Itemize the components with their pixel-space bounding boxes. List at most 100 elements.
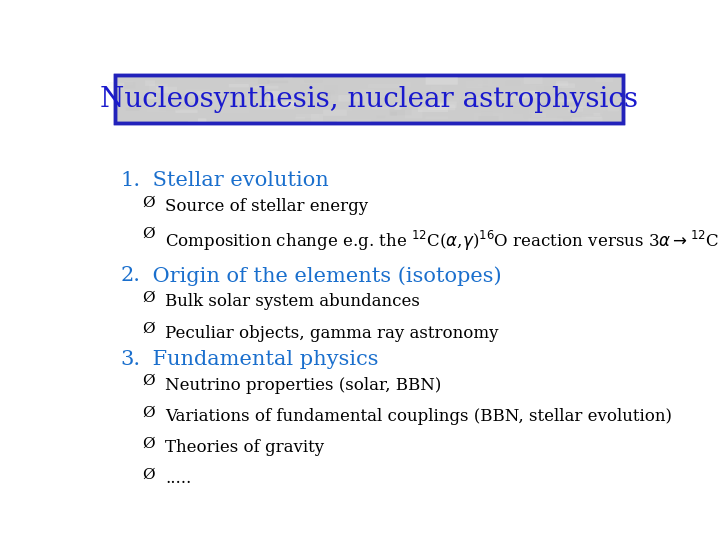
FancyBboxPatch shape: [399, 82, 411, 87]
FancyBboxPatch shape: [495, 85, 527, 92]
FancyBboxPatch shape: [305, 79, 323, 83]
FancyBboxPatch shape: [528, 93, 559, 98]
FancyBboxPatch shape: [372, 106, 402, 110]
Text: 3.: 3.: [121, 349, 141, 369]
FancyBboxPatch shape: [117, 83, 124, 89]
FancyBboxPatch shape: [557, 116, 585, 119]
FancyBboxPatch shape: [235, 97, 247, 99]
FancyBboxPatch shape: [284, 77, 292, 79]
Text: Ø: Ø: [143, 291, 155, 305]
FancyBboxPatch shape: [176, 103, 199, 111]
Text: Ø: Ø: [143, 322, 155, 336]
FancyBboxPatch shape: [540, 104, 572, 110]
Text: .....: .....: [166, 470, 192, 487]
FancyBboxPatch shape: [480, 99, 498, 106]
FancyBboxPatch shape: [268, 91, 280, 99]
Text: 1.: 1.: [121, 171, 141, 190]
FancyBboxPatch shape: [206, 98, 232, 105]
FancyBboxPatch shape: [188, 116, 210, 123]
FancyBboxPatch shape: [377, 115, 385, 119]
Text: Ø: Ø: [143, 406, 155, 420]
FancyBboxPatch shape: [145, 80, 155, 86]
FancyBboxPatch shape: [253, 86, 279, 89]
Text: Variations of fundamental couplings (BBN, stellar evolution): Variations of fundamental couplings (BBN…: [166, 408, 672, 425]
FancyBboxPatch shape: [261, 102, 294, 109]
FancyBboxPatch shape: [292, 80, 321, 83]
FancyBboxPatch shape: [474, 114, 495, 120]
FancyBboxPatch shape: [593, 113, 600, 116]
FancyBboxPatch shape: [438, 102, 456, 108]
FancyBboxPatch shape: [188, 102, 195, 106]
FancyBboxPatch shape: [431, 104, 447, 106]
Text: Ø: Ø: [143, 436, 155, 450]
FancyBboxPatch shape: [337, 119, 372, 122]
FancyBboxPatch shape: [567, 102, 591, 107]
FancyBboxPatch shape: [428, 105, 455, 110]
FancyBboxPatch shape: [513, 106, 528, 113]
FancyBboxPatch shape: [469, 84, 496, 86]
FancyBboxPatch shape: [523, 77, 543, 84]
FancyBboxPatch shape: [466, 97, 495, 100]
FancyBboxPatch shape: [198, 118, 207, 122]
Text: Nucleosynthesis, nuclear astrophysics: Nucleosynthesis, nuclear astrophysics: [100, 86, 638, 113]
FancyBboxPatch shape: [505, 81, 520, 86]
Text: Ø: Ø: [143, 468, 155, 482]
Text: Neutrino properties (solar, BBN): Neutrino properties (solar, BBN): [166, 377, 441, 394]
FancyBboxPatch shape: [568, 106, 583, 112]
FancyBboxPatch shape: [405, 110, 423, 118]
FancyBboxPatch shape: [318, 92, 330, 100]
FancyBboxPatch shape: [579, 99, 591, 103]
FancyBboxPatch shape: [595, 85, 625, 89]
FancyBboxPatch shape: [115, 75, 623, 123]
FancyBboxPatch shape: [546, 104, 575, 110]
FancyBboxPatch shape: [528, 118, 563, 124]
FancyBboxPatch shape: [328, 96, 341, 101]
Text: Ø: Ø: [143, 227, 155, 240]
FancyBboxPatch shape: [146, 106, 166, 112]
FancyBboxPatch shape: [318, 91, 334, 94]
FancyBboxPatch shape: [478, 116, 499, 123]
FancyBboxPatch shape: [177, 78, 198, 80]
FancyBboxPatch shape: [590, 100, 600, 106]
FancyBboxPatch shape: [368, 84, 402, 88]
FancyBboxPatch shape: [467, 80, 482, 89]
FancyBboxPatch shape: [454, 100, 480, 106]
FancyBboxPatch shape: [557, 99, 575, 102]
FancyBboxPatch shape: [474, 79, 492, 85]
FancyBboxPatch shape: [594, 108, 606, 111]
FancyBboxPatch shape: [338, 95, 361, 102]
FancyBboxPatch shape: [523, 114, 540, 118]
Text: Theories of gravity: Theories of gravity: [166, 439, 325, 456]
FancyBboxPatch shape: [537, 86, 562, 94]
FancyBboxPatch shape: [390, 107, 412, 115]
FancyBboxPatch shape: [538, 99, 570, 105]
FancyBboxPatch shape: [195, 97, 207, 102]
FancyBboxPatch shape: [529, 84, 544, 90]
FancyBboxPatch shape: [608, 106, 618, 111]
FancyBboxPatch shape: [108, 82, 135, 89]
FancyBboxPatch shape: [390, 112, 397, 116]
FancyBboxPatch shape: [190, 90, 197, 94]
FancyBboxPatch shape: [556, 81, 568, 86]
FancyBboxPatch shape: [481, 112, 492, 116]
FancyBboxPatch shape: [468, 79, 487, 86]
FancyBboxPatch shape: [267, 80, 288, 83]
Text: Fundamental physics: Fundamental physics: [145, 349, 378, 369]
FancyBboxPatch shape: [346, 106, 352, 112]
FancyBboxPatch shape: [258, 79, 270, 84]
Text: Peculiar objects, gamma ray astronomy: Peculiar objects, gamma ray astronomy: [166, 325, 499, 342]
FancyBboxPatch shape: [197, 91, 222, 95]
FancyBboxPatch shape: [375, 90, 400, 98]
Text: Stellar evolution: Stellar evolution: [145, 171, 328, 190]
FancyBboxPatch shape: [120, 89, 130, 94]
FancyBboxPatch shape: [426, 117, 448, 119]
Text: Ø: Ø: [143, 195, 155, 210]
FancyBboxPatch shape: [284, 105, 299, 109]
FancyBboxPatch shape: [531, 113, 546, 118]
FancyBboxPatch shape: [229, 84, 249, 87]
FancyBboxPatch shape: [311, 114, 323, 122]
FancyBboxPatch shape: [474, 112, 503, 120]
Text: Composition change e.g. the $^{12}$C($\alpha$,$\gamma$)$^{16}$O reaction versus : Composition change e.g. the $^{12}$C($\a…: [166, 229, 719, 253]
FancyBboxPatch shape: [325, 86, 338, 94]
FancyBboxPatch shape: [301, 84, 312, 90]
